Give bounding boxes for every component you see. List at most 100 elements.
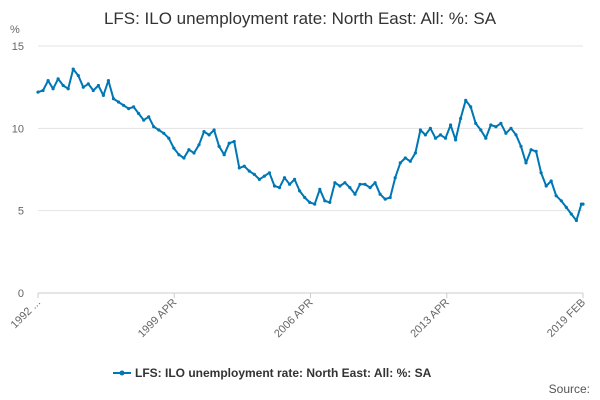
- data-point[interactable]: [363, 182, 367, 186]
- data-point[interactable]: [111, 97, 116, 101]
- data-point[interactable]: [227, 141, 231, 145]
- data-point[interactable]: [192, 151, 196, 155]
- data-point[interactable]: [438, 133, 443, 137]
- data-point[interactable]: [388, 195, 392, 200]
- data-point[interactable]: [358, 182, 362, 186]
- data-point[interactable]: [293, 177, 297, 181]
- data-point[interactable]: [222, 153, 226, 157]
- data-point[interactable]: [116, 100, 121, 104]
- data-point[interactable]: [86, 82, 90, 86]
- data-point[interactable]: [288, 182, 292, 186]
- data-point[interactable]: [509, 126, 513, 130]
- data-point[interactable]: [433, 136, 438, 140]
- data-point[interactable]: [464, 98, 468, 102]
- data-point[interactable]: [549, 179, 553, 183]
- data-point[interactable]: [46, 79, 50, 83]
- data-point[interactable]: [157, 128, 161, 132]
- data-point[interactable]: [479, 128, 483, 132]
- data-point[interactable]: [61, 83, 65, 88]
- data-point[interactable]: [469, 105, 473, 109]
- data-point[interactable]: [313, 202, 317, 206]
- data-point[interactable]: [237, 166, 241, 170]
- data-point[interactable]: [353, 192, 357, 196]
- data-point[interactable]: [101, 93, 105, 97]
- data-point[interactable]: [36, 90, 40, 94]
- data-point[interactable]: [242, 164, 246, 168]
- data-point[interactable]: [66, 87, 70, 91]
- data-point[interactable]: [499, 121, 503, 125]
- data-point[interactable]: [484, 136, 488, 140]
- data-point[interactable]: [318, 187, 322, 191]
- data-point[interactable]: [544, 184, 548, 188]
- data-point[interactable]: [413, 151, 417, 155]
- data-point[interactable]: [454, 138, 458, 142]
- data-point[interactable]: [272, 184, 277, 188]
- data-point[interactable]: [71, 67, 75, 71]
- data-point[interactable]: [403, 156, 407, 160]
- data-point[interactable]: [96, 83, 100, 88]
- data-point[interactable]: [147, 115, 151, 119]
- data-point[interactable]: [106, 79, 110, 83]
- data-point[interactable]: [91, 88, 95, 93]
- data-point[interactable]: [162, 131, 166, 135]
- data-point[interactable]: [348, 186, 352, 190]
- data-point[interactable]: [581, 202, 585, 206]
- data-point[interactable]: [443, 136, 448, 140]
- data-point[interactable]: [212, 128, 216, 132]
- data-point[interactable]: [232, 139, 236, 144]
- data-point[interactable]: [81, 85, 85, 89]
- data-point[interactable]: [554, 194, 558, 198]
- data-point[interactable]: [277, 186, 282, 190]
- data-point[interactable]: [142, 118, 146, 122]
- data-point[interactable]: [428, 126, 432, 130]
- data-point[interactable]: [197, 143, 201, 147]
- data-point[interactable]: [559, 199, 563, 203]
- data-point[interactable]: [408, 159, 412, 163]
- data-point[interactable]: [373, 181, 377, 185]
- data-point[interactable]: [182, 156, 186, 160]
- data-point[interactable]: [489, 123, 493, 127]
- data-point[interactable]: [338, 184, 342, 188]
- data-point[interactable]: [303, 195, 307, 200]
- data-point[interactable]: [333, 181, 337, 185]
- data-point[interactable]: [252, 172, 256, 176]
- data-point[interactable]: [574, 218, 579, 223]
- data-point[interactable]: [132, 105, 136, 109]
- data-point[interactable]: [298, 189, 302, 193]
- data-point[interactable]: [398, 161, 402, 165]
- data-point[interactable]: [328, 200, 332, 204]
- data-point[interactable]: [247, 169, 251, 173]
- data-point[interactable]: [494, 125, 498, 129]
- data-point[interactable]: [308, 200, 312, 204]
- data-point[interactable]: [343, 181, 347, 185]
- data-point[interactable]: [564, 205, 568, 209]
- data-point[interactable]: [202, 130, 206, 134]
- data-point[interactable]: [207, 133, 211, 137]
- data-point[interactable]: [152, 125, 156, 129]
- data-point[interactable]: [217, 144, 221, 148]
- data-point[interactable]: [177, 153, 181, 157]
- data-point[interactable]: [187, 148, 191, 152]
- legend[interactable]: LFS: ILO unemployment rate: North East: …: [113, 366, 432, 380]
- data-point[interactable]: [378, 192, 382, 196]
- data-point[interactable]: [51, 87, 55, 91]
- data-point[interactable]: [368, 186, 372, 190]
- data-point[interactable]: [519, 144, 523, 148]
- data-point[interactable]: [257, 177, 261, 181]
- data-point[interactable]: [449, 123, 453, 127]
- data-point[interactable]: [539, 171, 543, 175]
- data-point[interactable]: [172, 146, 176, 150]
- data-point[interactable]: [262, 174, 266, 178]
- data-point[interactable]: [282, 176, 287, 180]
- data-point[interactable]: [56, 77, 60, 81]
- data-point[interactable]: [167, 136, 171, 140]
- data-point[interactable]: [127, 107, 131, 111]
- data-point[interactable]: [474, 121, 478, 125]
- data-point[interactable]: [459, 116, 463, 121]
- data-point[interactable]: [121, 103, 126, 107]
- data-point[interactable]: [524, 161, 528, 165]
- data-point[interactable]: [76, 74, 80, 78]
- data-point[interactable]: [529, 148, 533, 152]
- data-point[interactable]: [418, 128, 422, 132]
- data-point[interactable]: [504, 131, 508, 135]
